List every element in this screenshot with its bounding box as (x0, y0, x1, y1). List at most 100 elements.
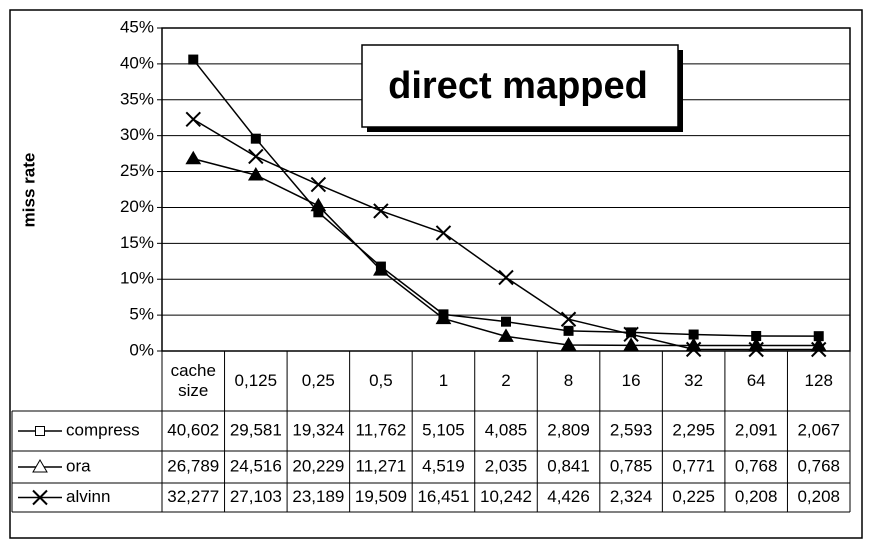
x-tick-label: 32 (684, 371, 704, 390)
data-table-value: 4,426 (547, 487, 590, 506)
x-tick-label: 128 (804, 371, 833, 390)
y-tick-label: 35% (120, 89, 154, 108)
data-point (435, 310, 452, 325)
data-point (748, 341, 764, 358)
chart-title: direct mapped (388, 65, 648, 107)
legend-marker (32, 459, 48, 473)
data-table-value: 24,516 (230, 456, 282, 475)
data-point (685, 341, 702, 358)
x-tick-label: 16 (621, 371, 641, 390)
data-point (188, 54, 199, 65)
category-cell: 8 (563, 371, 574, 390)
data-table-value: 20,229 (292, 456, 344, 475)
data-table-value: 0,768 (735, 456, 778, 475)
legend-label: ora (66, 456, 91, 475)
category-cell: 2 (501, 371, 511, 390)
data-point (626, 327, 637, 338)
data-point (250, 133, 261, 144)
y-tick-label: 30% (120, 125, 154, 144)
category-cell: 0,5 (369, 371, 393, 390)
data-table-value: 23,189 (292, 487, 344, 506)
y-tick-label: 25% (120, 161, 154, 180)
x-tick-label: 1 (438, 371, 449, 390)
data-table-value: 0,771 (672, 456, 715, 475)
category-cell: 0,25 (301, 371, 335, 390)
data-table-value: 0,208 (797, 487, 840, 506)
category-cell: 32 (684, 371, 704, 390)
y-tick-label: 40% (120, 53, 154, 72)
x-tick-label: 2 (501, 371, 511, 390)
data-table-value: 2,067 (797, 420, 840, 439)
legend-marker (32, 489, 48, 506)
data-table-value: 0,208 (735, 487, 778, 506)
data-table-value: 10,242 (480, 487, 532, 506)
category-cell: 128 (804, 371, 833, 390)
data-table-value: 32,277 (167, 487, 219, 506)
data-table-value: 19,509 (355, 487, 407, 506)
data-table-value: 2,593 (610, 420, 653, 439)
data-point (498, 269, 514, 286)
data-point (248, 148, 264, 165)
data-table-value: 4,519 (422, 456, 465, 475)
title-box (361, 44, 679, 128)
y-tick-label: 5% (129, 305, 154, 324)
plot-area (161, 27, 851, 352)
data-table-value: 40,602 (167, 420, 219, 439)
data-point (310, 176, 327, 193)
data-point (560, 311, 577, 327)
category-cell: 1 (438, 371, 449, 390)
data-table-value: 5,105 (422, 420, 465, 439)
data-table-value: 0,785 (610, 456, 653, 475)
y-axis-label: miss rate (19, 153, 38, 228)
category-cell: 0,125 (234, 371, 278, 390)
data-table-value: 29,581 (230, 420, 282, 439)
data-point (560, 336, 577, 351)
data-point (501, 316, 511, 327)
legend-label: compress (66, 420, 140, 439)
data-point (623, 326, 639, 343)
data-point (185, 150, 202, 165)
legend-marker (35, 426, 45, 436)
data-table-value: 4,085 (485, 420, 528, 439)
data-table-value: 16,451 (417, 487, 469, 506)
data-point (373, 203, 389, 219)
data-table-value: 11,271 (356, 456, 407, 475)
data-point (185, 111, 201, 128)
data-table-value: 0,841 (547, 456, 590, 475)
data-table-value: 0,225 (672, 487, 715, 506)
data-table-value: 2,295 (672, 420, 715, 439)
legend-label: alvinn (66, 487, 110, 506)
data-table-value: 2,035 (485, 456, 528, 475)
data-table-value: 2,809 (547, 420, 590, 439)
category-cell: 64 (746, 371, 766, 390)
y-tick-label: 10% (120, 269, 154, 288)
data-point (373, 262, 389, 276)
data-point (310, 197, 327, 212)
x-tick-label: cache size (170, 361, 216, 400)
y-tick-label: 15% (120, 233, 154, 252)
data-table-value: 2,324 (610, 487, 653, 506)
x-tick-label: 0,125 (234, 371, 278, 390)
x-tick-label: 8 (563, 371, 574, 390)
data-table-value: 2,091 (735, 420, 778, 439)
data-point (811, 341, 827, 358)
category-cell: cache size (170, 361, 216, 400)
y-tick-label: 20% (120, 197, 154, 216)
y-tick-label: 45% (120, 17, 154, 36)
data-point (498, 328, 514, 342)
data-point (623, 337, 639, 351)
data-table-value: 0,768 (797, 456, 840, 475)
x-tick-label: 0,5 (369, 371, 393, 390)
data-table-value: 27,103 (230, 487, 282, 506)
x-tick-label: 64 (746, 371, 766, 390)
category-cell: 16 (621, 371, 641, 390)
data-table-value: 11,762 (356, 420, 407, 439)
data-point (563, 325, 574, 336)
x-tick-label: 0,25 (301, 371, 335, 390)
y-tick-label: 0% (129, 340, 154, 359)
data-point (247, 167, 264, 181)
data-point (435, 225, 452, 241)
data-table-value: 19,324 (292, 420, 344, 439)
data-table-value: 26,789 (167, 456, 219, 475)
